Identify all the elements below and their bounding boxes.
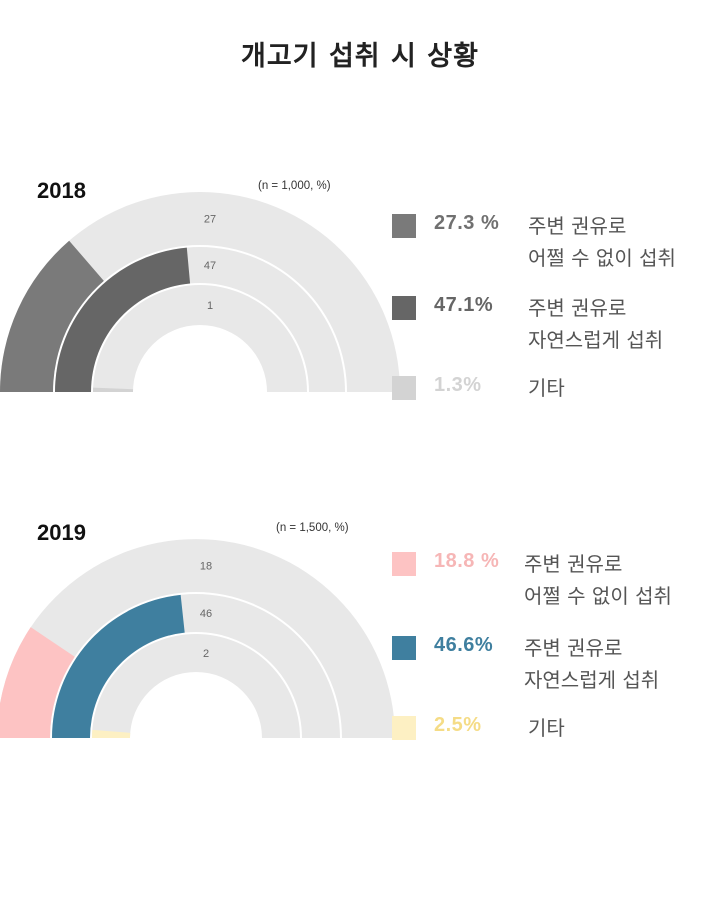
legend-label: 기타 (528, 716, 565, 740)
ring-segment-3 (92, 729, 131, 738)
legend-item: 1.3% 기타 (392, 374, 712, 436)
ring-track-3 (92, 634, 300, 738)
legend-swatch (392, 214, 416, 238)
ring-segment-2 (52, 594, 185, 738)
chart-title: 개고기 섭취 시 상황 (241, 41, 479, 72)
ring-segment-1 (0, 627, 75, 738)
ring-value-label: 1 (207, 300, 213, 312)
sample-note: (n = 1,000, %) (258, 180, 331, 192)
ring-segment-1 (0, 240, 104, 392)
semi-donut-chart-2018: 27 47 1 (0, 192, 400, 392)
legend-item: 18.8 % 주변 권유로 어쩔 수 없이 섭취 (392, 550, 712, 612)
ring-segment-3 (93, 387, 134, 392)
legend-label: 주변 권유로 자연스럽게 섭취 (528, 296, 664, 352)
ring-track-1 (0, 539, 395, 738)
legend-swatch (392, 296, 416, 320)
ring-value-label: 47 (204, 260, 216, 272)
ring-value-label: 2 (203, 648, 209, 660)
legend-percent: 27.3 % (434, 212, 500, 234)
chart-panel-2019: 2019 (n = 1,500, %) 18 46 2 18.8 % 주변 권유로 … (0, 520, 720, 850)
legend-item: 2.5% 기타 (392, 714, 712, 776)
legend-item: 47.1% 주변 권유로 자연스럽게 섭취 (392, 294, 712, 356)
legend-label: 주변 권유로 어쩔 수 없이 섭취 (528, 214, 676, 270)
legend-percent: 18.8 % (434, 550, 500, 572)
legend-swatch (392, 636, 416, 660)
legend-swatch (392, 376, 416, 400)
legend-label: 주변 권유로 어쩔 수 없이 섭취 (524, 552, 672, 608)
ring-value-label: 46 (200, 608, 212, 620)
ring-value-label: 18 (200, 561, 212, 573)
year-label: 2019 (37, 520, 86, 545)
year-label: 2018 (37, 178, 86, 203)
ring-value-label: 27 (204, 214, 216, 226)
sample-note: (n = 1,500, %) (276, 522, 349, 534)
ring-track-3 (93, 285, 307, 392)
legend-swatch (392, 716, 416, 740)
legend-percent: 2.5% (434, 714, 482, 736)
legend-swatch (392, 552, 416, 576)
legend-item: 46.6% 주변 권유로 자연스럽게 섭취 (392, 634, 712, 696)
ring-track-1 (0, 192, 400, 392)
legend-item: 27.3 % 주변 권유로 어쩔 수 없이 섭취 (392, 212, 712, 274)
semi-donut-chart-2019: 18 46 2 (0, 539, 395, 738)
legend-percent: 46.6% (434, 634, 494, 656)
legend-label: 기타 (528, 376, 565, 400)
legend-label: 주변 권유로 자연스럽게 섭취 (524, 636, 660, 692)
legend-percent: 1.3% (434, 374, 482, 396)
ring-segment-2 (55, 247, 191, 392)
legend-percent: 47.1% (434, 294, 494, 316)
chart-panel-2018: 2018 (n = 1,000, %) 27 47 1 27.3 % 주변 권유로 … (0, 178, 720, 508)
